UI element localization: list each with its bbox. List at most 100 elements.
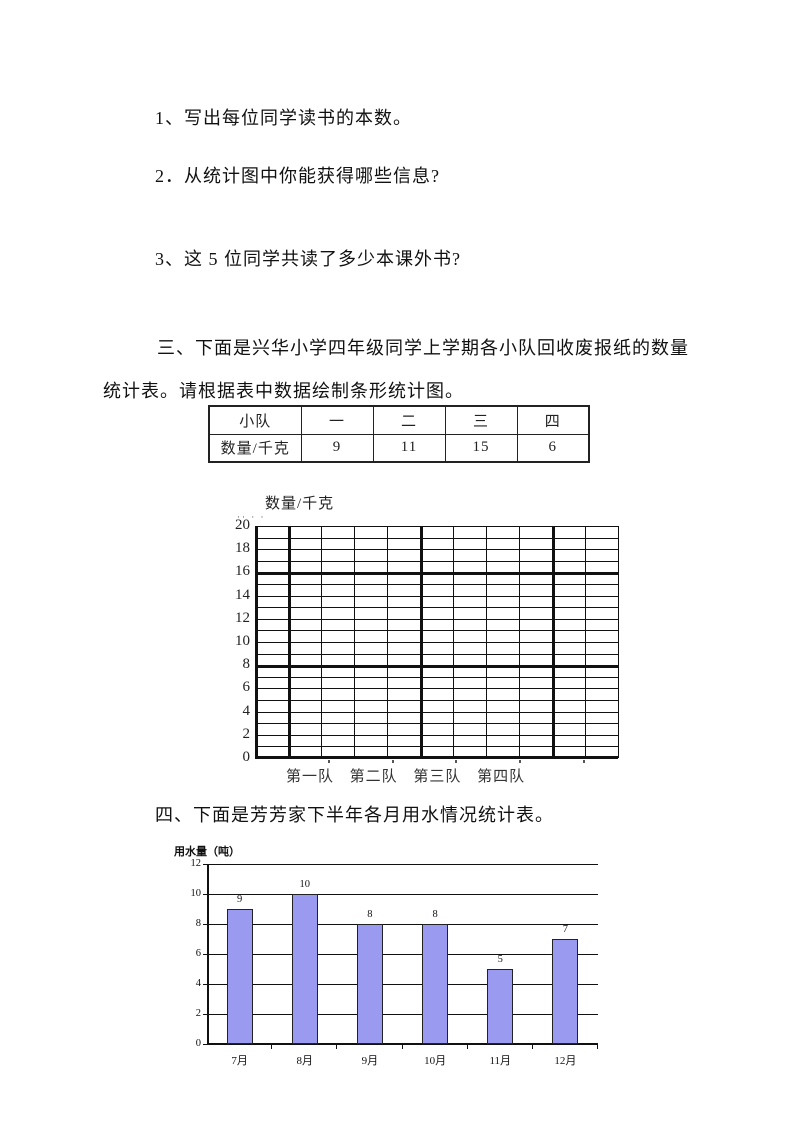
y-tick-label: 6 xyxy=(195,948,201,959)
grid-line-horizontal xyxy=(255,630,618,632)
grid-line-horizontal xyxy=(207,864,598,865)
x-category-label: 8月 xyxy=(296,1055,314,1067)
grid-line-horizontal xyxy=(255,584,618,585)
bar-value-label: 8 xyxy=(432,909,438,920)
table-cell: 11 xyxy=(372,433,446,463)
y-tick-label: 12 xyxy=(190,858,202,869)
y-tick-label: 18 xyxy=(235,540,250,557)
grid-line-vertical xyxy=(420,526,423,758)
y-axis-tick xyxy=(203,864,207,865)
y-axis-tick xyxy=(203,954,207,955)
grid-line-horizontal xyxy=(255,595,618,597)
section3-heading-line1: 三、下面是兴华小学四年级同学上学期各小队回收废报纸的数量 xyxy=(157,338,689,358)
table-cell: 四 xyxy=(516,405,590,435)
y-tick-label: 20 xyxy=(235,517,250,533)
grid-line-horizontal xyxy=(255,700,618,701)
table-cell: 数量/千克 xyxy=(208,433,302,463)
question-2-text: 2．从统计图中你能获得哪些信息? xyxy=(155,166,440,186)
grid-line-horizontal xyxy=(255,560,618,562)
y-tick-label: 0 xyxy=(195,1038,201,1049)
bar-7月 xyxy=(226,909,253,1044)
grid-line-vertical xyxy=(321,526,322,758)
y-tick-label: 12 xyxy=(235,609,250,626)
y-tick-label: 8 xyxy=(242,656,251,673)
y-tick-label: 14 xyxy=(235,586,250,603)
x-axis-tick xyxy=(271,1045,273,1049)
y-tick-label: 8 xyxy=(195,918,201,929)
grid-line-horizontal xyxy=(255,676,618,678)
y-tick-label: 16 xyxy=(235,563,250,580)
grid-line-vertical xyxy=(453,526,454,758)
grid-line-vertical xyxy=(519,526,520,758)
y-tick-label: 4 xyxy=(195,978,201,989)
grid-line-vertical xyxy=(585,526,586,758)
x-axis-tick xyxy=(597,1045,598,1049)
x-category-label: 7月 xyxy=(231,1055,248,1067)
grid-line-horizontal xyxy=(255,549,618,551)
y-tick-label: 6 xyxy=(242,679,251,696)
grid-line-horizontal xyxy=(255,642,618,643)
x-axis-tick xyxy=(401,1045,403,1049)
grid-line-vertical xyxy=(288,526,291,758)
x-axis-tick xyxy=(391,760,394,763)
grid-line-horizontal xyxy=(255,618,618,620)
grid-line-horizontal xyxy=(255,607,618,609)
section4-heading: 四、下面是芳芳家下半年各月用水情况统计表。 xyxy=(155,805,554,825)
x-category-label: 11月 xyxy=(489,1055,512,1067)
x-axis-tick xyxy=(328,760,330,763)
grid-line-horizontal xyxy=(255,756,618,759)
water-usage-bar-chart: 0 2 4 6 8 10 12 9 7月 10 8月 8 9月 8 10月 5 11月 7 12月 xyxy=(191,858,598,1067)
grid-line-horizontal xyxy=(207,894,598,895)
section3-heading-line2: 统计表。请根据表中数据绘制条形统计图。 xyxy=(103,381,464,401)
y-axis-tick xyxy=(203,894,207,895)
grid-line-horizontal xyxy=(255,734,618,736)
x-axis-tick xyxy=(531,1045,533,1049)
x-axis-tick xyxy=(455,760,458,763)
recycle-data-table: 小队 一 二 三 四 数量/千克 9 11 15 6 xyxy=(208,405,590,463)
x-axis-tick xyxy=(519,760,522,763)
table-cell: 9 xyxy=(300,433,374,463)
y-tick-label: 4 xyxy=(242,702,251,719)
y-axis-tick xyxy=(203,984,207,985)
grid-line-horizontal xyxy=(255,537,618,539)
table-row: 数量/千克 9 11 15 6 xyxy=(208,433,590,463)
bar-11月 xyxy=(487,969,514,1044)
grid-line-horizontal xyxy=(207,954,598,955)
y-tick-label: 2 xyxy=(242,725,251,742)
table-cell: 一 xyxy=(300,405,374,435)
x-category-label: 第一队 xyxy=(285,769,334,785)
x-category-label: 第四队 xyxy=(477,769,526,785)
grid-line-horizontal xyxy=(207,1014,598,1015)
y-tick-label: 10 xyxy=(235,633,250,649)
water-chart-y-axis-title: 用水量（吨） xyxy=(174,846,240,858)
bar-value-label: 7 xyxy=(562,924,569,935)
grid-line-horizontal xyxy=(255,665,618,668)
x-axis-tick xyxy=(336,1045,338,1049)
grid-line-horizontal xyxy=(207,984,598,985)
table-cell: 三 xyxy=(444,405,518,435)
table-cell: 15 xyxy=(444,433,518,463)
grid-line-horizontal xyxy=(255,572,618,575)
y-axis-tick xyxy=(203,1044,207,1045)
recycle-empty-grid-chart: 0 2 4 6 8 10 12 14 16 18 20 第一队 第二队 第三队 第四队 xyxy=(235,517,619,785)
bar-value-label: 8 xyxy=(367,909,373,920)
grid-line-vertical xyxy=(387,526,388,758)
table-row: 小队 一 二 三 四 xyxy=(208,405,590,435)
bar-9月 xyxy=(356,924,383,1044)
grid-line-horizontal xyxy=(255,723,618,725)
grid-line-horizontal xyxy=(207,924,598,925)
grid-line-vertical xyxy=(552,526,555,758)
question-3-text: 3、这 5 位同学共读了多少本课外书? xyxy=(155,249,461,269)
x-axis-tick xyxy=(466,1045,468,1049)
x-axis-tick xyxy=(582,760,585,763)
grid-line-vertical xyxy=(618,526,619,758)
y-axis-line xyxy=(255,526,258,758)
bar-10月 xyxy=(422,924,449,1044)
grid-line-horizontal xyxy=(255,688,618,690)
x-category-label: 9月 xyxy=(361,1055,379,1067)
grid-chart-axis-break-dots: ·· · · xyxy=(237,512,266,522)
x-axis-line xyxy=(207,1043,598,1045)
grid-line-horizontal xyxy=(255,653,618,655)
bar-value-label: 10 xyxy=(299,879,311,890)
